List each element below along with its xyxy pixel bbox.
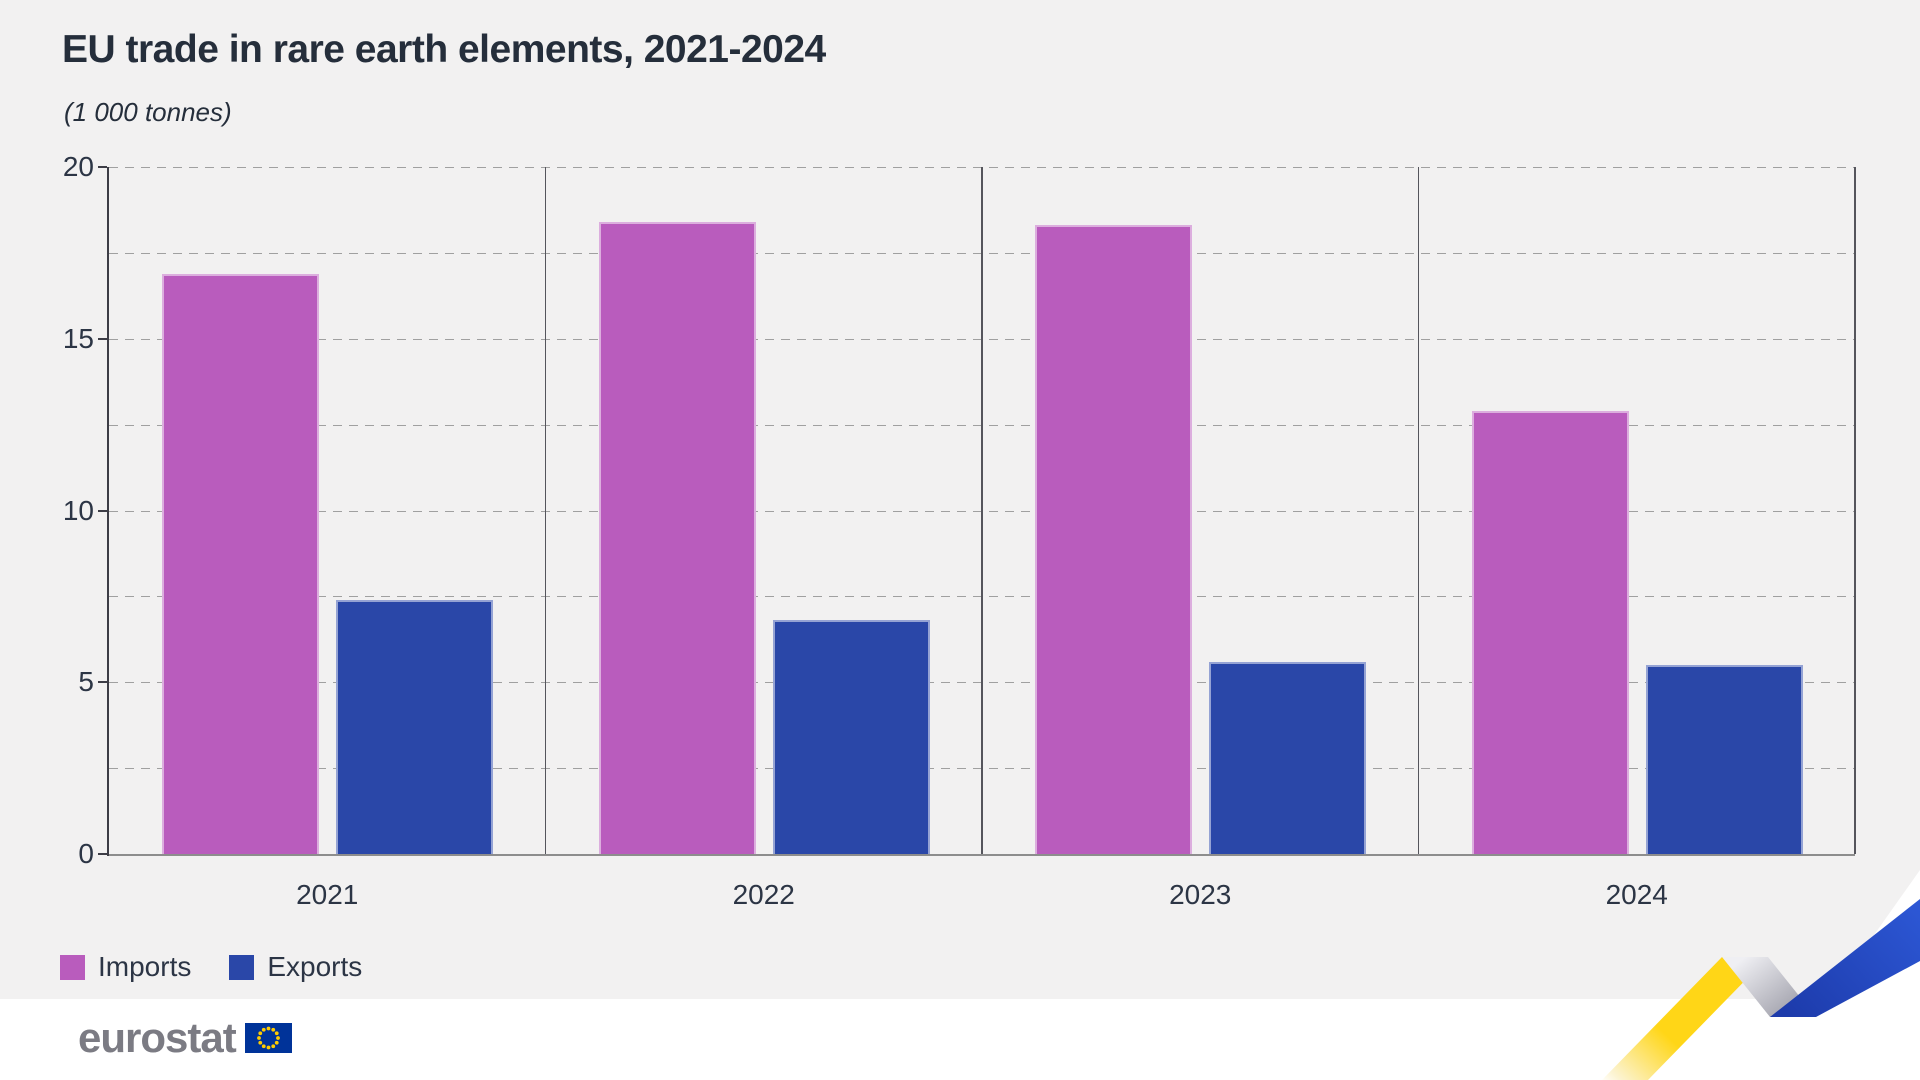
y-axis-label-5: 5 xyxy=(78,666,94,698)
x-axis-label-2022: 2022 xyxy=(732,879,795,910)
page-title: EU trade in rare earth elements, 2021-20… xyxy=(62,28,826,71)
eu-flag-star xyxy=(258,1031,262,1036)
y-axis-label-20: 20 xyxy=(62,151,94,182)
bar-imports-2023 xyxy=(1035,225,1192,854)
bar-exports-2023 xyxy=(1209,661,1366,854)
y-tick-0 xyxy=(98,853,107,855)
bar-imports-2024 xyxy=(1471,410,1629,854)
imports-swatch-icon xyxy=(60,954,85,980)
bar-exports-2022 xyxy=(772,620,930,854)
bar-imports-2021 xyxy=(162,273,319,854)
y-axis-label-0: 0 xyxy=(78,838,94,869)
bar-exports-2024 xyxy=(1645,665,1803,854)
panel-separator-2 xyxy=(981,167,983,854)
chart-plot-area: 0 5 10 15 20 2021 2022 2023 2024 xyxy=(63,153,1856,910)
eu-flag-star xyxy=(274,1040,279,1045)
legend-item-exports: Exports xyxy=(229,951,362,983)
eu-flag-star xyxy=(261,1044,266,1049)
y-tick-10 xyxy=(98,509,107,512)
y-axis-label-15: 15 xyxy=(62,322,94,354)
x-axis-label-2021: 2021 xyxy=(296,879,359,910)
eu-flag-star xyxy=(271,1044,275,1049)
eurostat-logo-text: eurostat xyxy=(78,1014,237,1061)
panel-separator-1 xyxy=(544,167,546,854)
footer-white-band xyxy=(0,999,1920,1080)
eu-flag-star xyxy=(266,1045,271,1050)
eu-flag-star xyxy=(271,1027,275,1032)
page-subtitle: (1 000 tonnes) xyxy=(64,97,232,127)
bar-imports-2022 xyxy=(598,221,756,854)
y-tick-20 xyxy=(98,166,107,168)
legend-label-imports: Imports xyxy=(98,951,192,982)
eu-flag-star xyxy=(274,1031,279,1036)
plot-right-border xyxy=(1854,167,1856,854)
exports-swatch-icon xyxy=(229,954,255,980)
eu-flag-star xyxy=(266,1026,271,1031)
x-axis-line xyxy=(109,854,1855,856)
eurostat-logo: eurostat xyxy=(78,1014,292,1062)
x-axis-label-2024: 2024 xyxy=(1605,879,1668,910)
legend-label-exports: Exports xyxy=(267,951,363,982)
x-axis-label-2023: 2023 xyxy=(1169,879,1232,910)
panel-separator-3 xyxy=(1417,167,1419,854)
y-axis-label-10: 10 xyxy=(62,494,94,526)
y-axis-line xyxy=(107,167,109,856)
bar-exports-2021 xyxy=(336,599,493,854)
eu-flag-star xyxy=(261,1027,266,1032)
eu-flag-icon xyxy=(244,1023,292,1053)
eu-flag-star xyxy=(275,1036,280,1040)
legend-item-imports: Imports xyxy=(60,951,191,983)
y-tick-15 xyxy=(98,337,107,340)
eu-flag-star xyxy=(256,1036,261,1040)
chart-legend: Imports Exports xyxy=(60,951,362,983)
y-tick-5 xyxy=(98,681,107,684)
eu-flag-star xyxy=(258,1040,262,1045)
